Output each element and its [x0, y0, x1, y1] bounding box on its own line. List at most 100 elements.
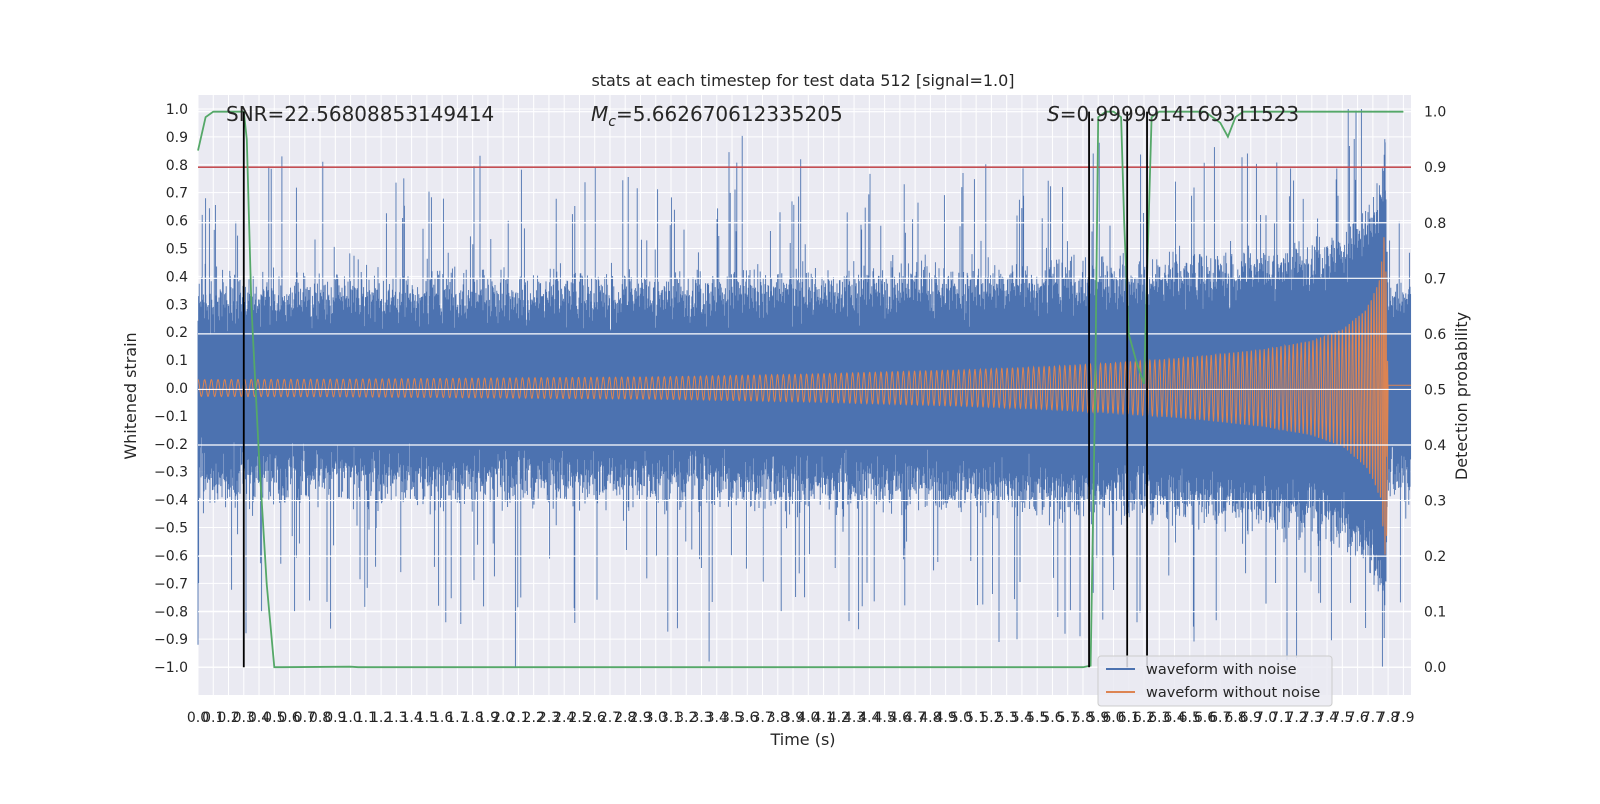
- y2-tick-labels: 1.0 0.9 0.8 0.7 0.6 0.5 0.4 0.3 0.2 0.1 0.0: [1424, 105, 1446, 677]
- x-tick-label: 5.4: [1011, 710, 1033, 726]
- x-tick-label: 1.8: [462, 710, 484, 726]
- x-tick-label: 1.6: [431, 710, 453, 726]
- x-tick-label: 3.5: [721, 710, 743, 726]
- chirp-mass-symbol: M: [591, 102, 608, 126]
- chirp-mass-annotation: Mc=5.662670612335205: [591, 102, 843, 130]
- x-tick-label: 5.8: [1072, 710, 1094, 726]
- x-tick-label: 3.0: [645, 710, 667, 726]
- y-tick-label: −0.6: [154, 548, 188, 564]
- y2-tick-label: 0.2: [1424, 549, 1446, 565]
- x-tick-label: 4.7: [904, 710, 926, 726]
- x-tick-label: 3.4: [706, 710, 728, 726]
- x-tick-label: 4.1: [812, 710, 834, 726]
- x-tick-label: 3.6: [736, 710, 758, 726]
- x-tick-label: 3.9: [782, 710, 804, 726]
- y2-tick-label: 0.4: [1424, 438, 1446, 454]
- y-tick-label: 0.9: [166, 130, 188, 146]
- x-tick-label: 6.2: [1133, 710, 1155, 726]
- x-tick-label: 5.2: [980, 710, 1002, 726]
- y2-tick-label: 0.5: [1424, 382, 1446, 398]
- y2-tick-label: 0.8: [1424, 216, 1446, 232]
- y-tick-label: 0.4: [166, 269, 188, 285]
- x-tick-label: 1.3: [385, 710, 407, 726]
- x-tick-label: 6.5: [1179, 710, 1201, 726]
- x-tick-label: 6.1: [1118, 710, 1140, 726]
- legend-label-clean: waveform without noise: [1146, 685, 1320, 701]
- snr-annotation: SNR=22.56808853149414: [226, 102, 494, 126]
- x-tick-label: 1.2: [370, 710, 392, 726]
- detection-stat-value: =0.9999914169311523: [1060, 102, 1299, 126]
- y-tick-label: −0.1: [154, 409, 188, 425]
- x-tick-label: 6.7: [1209, 710, 1231, 726]
- y-tick-label: −0.8: [154, 604, 188, 620]
- y-tick-label: 0.6: [166, 214, 188, 230]
- x-tick-label: 7.3: [1301, 710, 1323, 726]
- x-tick-label: 1.4: [400, 710, 422, 726]
- x-tick-label: 1.0: [339, 710, 361, 726]
- chart-title: stats at each timestep for test data 512…: [591, 71, 1014, 90]
- x-tick-label: 6.0: [1102, 710, 1124, 726]
- x-tick-label: 7.1: [1270, 710, 1292, 726]
- x-tick-label: 3.2: [675, 710, 697, 726]
- x-tick-label: 4.3: [843, 710, 865, 726]
- x-tick-label: 5.1: [965, 710, 987, 726]
- x-tick-label: 7.6: [1346, 710, 1368, 726]
- x-tick-label: 7.5: [1331, 710, 1353, 726]
- x-axis-label: Time (s): [769, 730, 835, 749]
- y-tick-label: 0.3: [166, 297, 188, 313]
- x-tick-label: 6.9: [1240, 710, 1262, 726]
- x-tick-label: 7.8: [1377, 710, 1399, 726]
- x-tick-label: 2.4: [553, 710, 575, 726]
- x-tick-label: 1.9: [477, 710, 499, 726]
- y-tick-label: 0.7: [166, 186, 188, 202]
- x-tick-label: 0.6: [278, 710, 300, 726]
- x-tick-label: 2.8: [614, 710, 636, 726]
- x-tick-label: 7.7: [1362, 710, 1384, 726]
- x-tick-label: 4.0: [797, 710, 819, 726]
- x-tick-labels: 0.00.10.20.30.40.50.60.70.80.91.01.11.21…: [187, 710, 1415, 726]
- x-tick-label: 5.6: [1041, 710, 1063, 726]
- x-tick-label: 0.0: [187, 710, 209, 726]
- y2-tick-label: 0.3: [1424, 494, 1446, 510]
- waveform-without-noise-line: [197, 237, 1411, 555]
- x-tick-label: 5.5: [1026, 710, 1048, 726]
- x-tick-label: 0.1: [202, 710, 224, 726]
- x-tick-label: 5.3: [996, 710, 1018, 726]
- x-tick-label: 4.4: [858, 710, 880, 726]
- x-tick-label: 0.4: [248, 710, 270, 726]
- x-tick-label: 4.6: [889, 710, 911, 726]
- vertical-markers: [242, 111, 1148, 668]
- x-tick-label: 2.3: [538, 710, 560, 726]
- y2-axis-label: Detection probability: [1452, 312, 1471, 480]
- y-tick-label: −0.9: [154, 632, 188, 648]
- x-tick-label: 2.0: [492, 710, 514, 726]
- legend: waveform with noise waveform without noi…: [1097, 655, 1333, 707]
- x-tick-label: 4.2: [828, 710, 850, 726]
- chirp-mass-subscript: c: [608, 114, 616, 130]
- y-tick-label: −0.3: [154, 465, 188, 481]
- legend-label-noise: waveform with noise: [1146, 662, 1297, 678]
- y-tick-label: 0.0: [166, 381, 188, 397]
- y-tick-label: −0.2: [154, 437, 188, 453]
- y2-tick-label: 1.0: [1424, 105, 1446, 121]
- x-tick-label: 3.8: [767, 710, 789, 726]
- x-tick-label: 6.4: [1163, 710, 1185, 726]
- x-tick-label: 1.5: [416, 710, 438, 726]
- y2-tick-label: 0.7: [1424, 271, 1446, 287]
- x-tick-label: 1.1: [355, 710, 377, 726]
- y2-tick-label: 0.9: [1424, 160, 1446, 176]
- detection-stat-symbol: S: [1047, 102, 1060, 126]
- y-tick-label: 0.1: [166, 353, 188, 369]
- y2-tick-label: 0.6: [1424, 327, 1446, 343]
- x-tick-label: 3.7: [751, 710, 773, 726]
- x-tick-label: 7.4: [1316, 710, 1338, 726]
- series-waveform-without-noise: [197, 237, 1411, 555]
- x-tick-label: 3.3: [690, 710, 712, 726]
- x-tick-label: 2.2: [523, 710, 545, 726]
- x-tick-label: 5.0: [950, 710, 972, 726]
- x-tick-label: 4.9: [935, 710, 957, 726]
- x-tick-label: 7.9: [1392, 710, 1414, 726]
- x-tick-label: 1.7: [446, 710, 468, 726]
